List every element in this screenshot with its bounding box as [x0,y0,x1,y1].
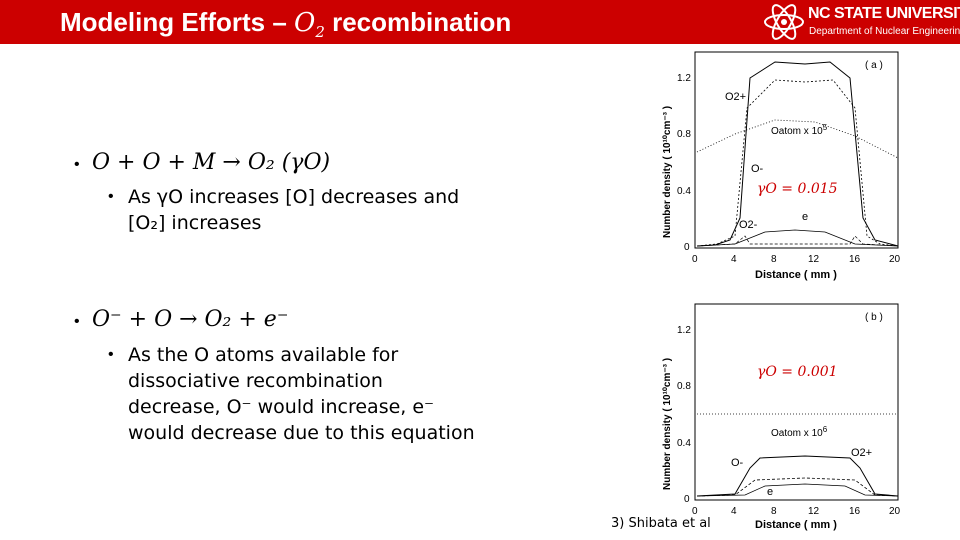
panel-a-label-o2minus: O2- [739,219,758,231]
panel-b: ( b ) 1.2 0.8 0.4 0 0 4 8 12 16 20 Dista… [662,303,901,531]
bullet-dot: • [74,313,80,330]
panel-b-ytick: 0.4 [677,438,691,449]
title-prefix: Modeling Efforts – [60,7,294,37]
title-math: O2 [294,8,325,42]
bullet-1-equation: O + O + M → O₂ (γO) [92,150,331,175]
panel-a-xlabel: Distance ( mm ) [755,269,837,281]
panel-a-xtick: 20 [889,254,901,265]
panel-a-ytick: 0 [684,242,690,253]
figure-caption: 3) Shibata et al [611,516,711,531]
bullet-2-equation: O⁻ + O → O₂ + e⁻ [92,307,289,332]
slide-title: Modeling Efforts – O2 recombination [60,4,512,42]
panel-a-ylabel: Number density ( 10¹⁰cm⁻³ ) [662,106,673,238]
title-bar: Modeling Efforts – O2 recombination NC S… [0,0,960,44]
sub-bullet-dot: • [108,188,114,205]
panel-b-tag: ( b ) [865,312,883,323]
bullet-2-sub-line-2: dissociative recombination [128,370,383,392]
panel-b-xtick: 8 [771,506,777,517]
panel-b-xtick: 16 [849,506,861,517]
panel-b-ylabel: Number density ( 10¹⁰cm⁻³ ) [662,358,673,490]
bullet-2-sub-line-3: decrease, O⁻ would increase, e⁻ [128,396,435,418]
panel-b-gamma: γO = 0.001 [757,364,838,380]
bullet-2-sub-line-4: would decrease due to this equation [128,422,475,444]
panel-a-ytick: 0.4 [677,186,691,197]
panel-a-label-o2plus: O2+ [725,91,746,103]
panel-b-xtick: 0 [692,506,698,517]
panel-a-label-e: e [802,211,808,223]
panel-b-xtick: 12 [808,506,820,517]
bullet-1-sub-line-2: [O₂] increases [128,212,262,234]
panel-b-ytick: 0 [684,494,690,505]
shibata-figure: ( a ) 1.2 0.8 0.4 0 0 4 8 12 16 20 Dista… [662,51,901,531]
bullet-1-sub-line-1: As γO increases [O] decreases and [128,186,460,208]
panel-b-label-e: e [767,486,773,498]
panel-a-xtick: 8 [771,254,777,265]
panel-a-xtick: 4 [731,254,737,265]
panel-a-label-ominus: O- [751,163,764,175]
panel-b-ytick: 0.8 [677,381,691,392]
panel-a-atom-label: Oatom x 105 [771,123,828,137]
panel-a-tag: ( a ) [865,60,883,71]
panel-b-xlabel: Distance ( mm ) [755,519,837,531]
panel-a-xtick: 12 [808,254,820,265]
panel-b-xtick: 4 [731,506,737,517]
university-logo: NC STATE UNIVERSITY Department of Nuclea… [762,2,960,42]
logo-dept: Department of Nuclear Engineering [809,26,960,37]
sub-bullet-dot: • [108,346,114,363]
panel-a-ytick: 1.2 [677,73,691,84]
logo-name: NC STATE UNIVERSITY [808,5,960,22]
panel-a-xtick: 16 [849,254,861,265]
panel-b-atom-label: Oatom x 106 [771,425,828,439]
panel-a-gamma: γO = 0.015 [757,181,838,197]
atom-icon [764,4,804,40]
panel-a: ( a ) 1.2 0.8 0.4 0 0 4 8 12 16 20 Dista… [662,51,901,281]
panel-b-xtick: 20 [889,506,901,517]
panel-b-label-o2plus: O2+ [851,447,872,459]
bullet-dot: • [74,156,80,173]
title-suffix: recombination [324,7,512,37]
bullet-2-sub-line-1: As the O atoms available for [128,344,399,366]
panel-a-ytick: 0.8 [677,129,691,140]
panel-a-xtick: 0 [692,254,698,265]
panel-b-label-ominus: O- [731,457,744,469]
panel-b-ytick: 1.2 [677,325,691,336]
